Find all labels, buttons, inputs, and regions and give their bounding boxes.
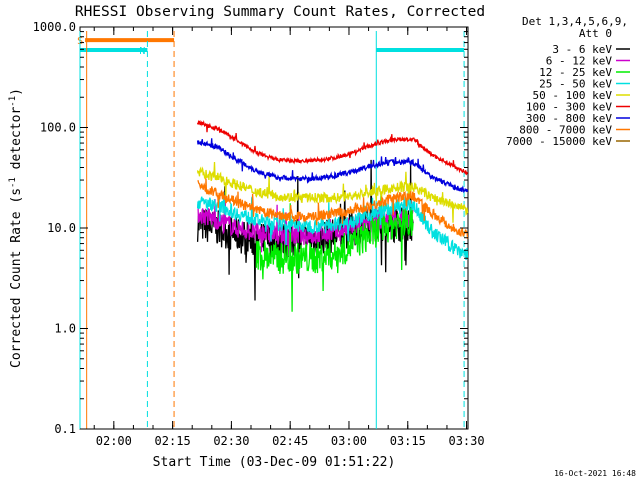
band-label: N [139,46,145,57]
legend-header-2: Att 0 [579,27,612,40]
y-axis-label: Corrected Count Rate (s-1 detector-1) [8,88,24,368]
series-line [196,161,469,223]
series-line [196,119,469,176]
series-line [255,192,414,312]
x-tick-label: 03:30 [448,434,484,448]
x-tick-label: 02:00 [96,434,132,448]
legend-entry-label: 50 - 100 keV [533,89,613,102]
mode-bands: SN [77,36,465,57]
legend-entry-label: 7000 - 15000 keV [506,135,612,148]
x-tick-label: 03:15 [390,434,426,448]
y-axis-label-end: ) [9,88,24,96]
x-tick-label: 03:00 [331,434,367,448]
series-group [196,119,469,312]
y-axis-label-mid: detector [9,107,24,178]
legend-entry-label: 12 - 25 keV [539,66,612,79]
x-tick-label: 02:30 [213,434,249,448]
legend-entry-label: 3 - 6 keV [552,43,612,56]
legend-entry-label: 6 - 12 keV [546,55,613,68]
x-tick-label: 02:15 [155,434,191,448]
series-line [196,138,469,194]
legend-entry-label: 25 - 50 keV [539,78,612,91]
y-tick-label: 10.0 [47,221,76,235]
x-axis-ticks: 02:00 02:15 02:30 02:45 03:00 03:15 03:30 [93,27,485,448]
timestamp: 16-Oct-2021 16:48 [554,469,636,478]
y-axis-ticks: 0.1 1.0 10.0 100.0 1000.0 [33,20,468,436]
y-tick-label: 1000.0 [33,20,76,34]
chart-title: RHESSI Observing Summary Count Rates, Co… [75,4,485,20]
x-axis-label: Start Time (03-Dec-09 01:51:22) [153,455,396,470]
y-axis-label-main: Corrected Count Rate (s [9,188,24,368]
series-line [197,178,469,239]
series-line [196,191,469,261]
y-tick-label: 0.1 [54,422,76,436]
legend-entry-label: 300 - 800 keV [526,112,612,125]
legend-entry-label: 800 - 7000 keV [519,124,612,137]
y-axis-label-sup2: -1 [8,96,18,107]
y-axis-label-sup1: -1 [8,177,18,188]
x-tick-label: 02:45 [272,434,308,448]
legend-entry-label: 100 - 300 keV [526,101,612,114]
y-tick-label: 100.0 [40,121,76,135]
plot-area: SN 02:00 02:15 02:30 02:45 03:00 03:15 03:30 0… [33,20,485,448]
y-tick-label: 1.0 [54,322,76,336]
legend-header-1: Det 1,3,4,5,6,9, [522,15,628,28]
